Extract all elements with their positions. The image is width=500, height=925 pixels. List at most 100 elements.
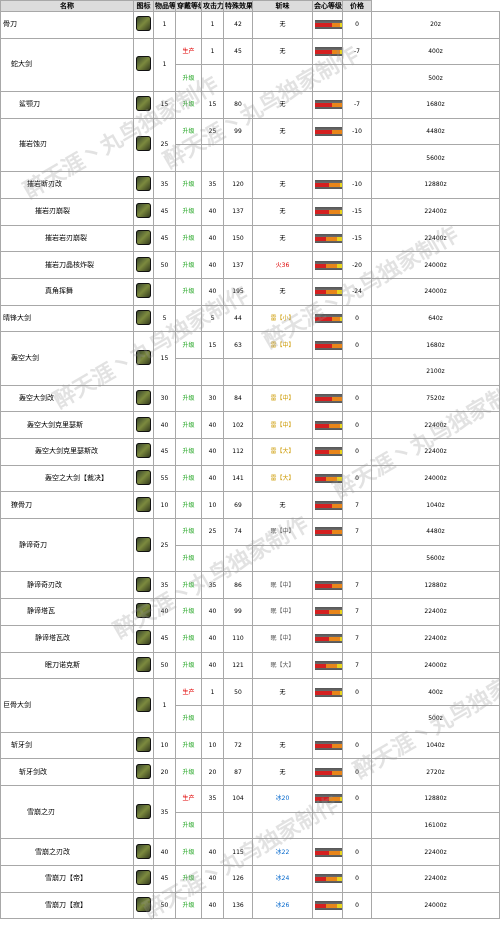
weapon-name[interactable]: 晴锋大剑 — [3, 313, 31, 322]
sharpness-segment — [326, 904, 338, 909]
weapon-name[interactable]: 静谛奇刃改 — [27, 580, 62, 589]
weapon-name[interactable]: 骨刀 — [3, 20, 17, 29]
craft-type-cell: 升级 — [175, 464, 202, 493]
craft-type-cell: 升级 — [175, 117, 202, 146]
table-row: 雪崩之刃改 40 升级 40 115 冰22 0 22400z — [0, 838, 500, 866]
header-row: 名称图标物品等级穿戴等级攻击力特殊效果斩味会心等级价格 — [0, 0, 500, 12]
sharpness-gauge — [315, 180, 342, 190]
affinity-cell — [342, 357, 372, 386]
sharpness-cell — [312, 277, 343, 306]
sharpness-segment — [331, 770, 342, 775]
price-cell: 2100z — [371, 357, 500, 386]
price-cell: 500z — [371, 64, 500, 93]
weapon-name[interactable]: 轰空大剑改 — [19, 393, 54, 402]
special-effect-cell: 雷【大】 — [252, 464, 313, 493]
sharpness-segment — [315, 316, 332, 321]
sharpness-gauge — [315, 767, 342, 777]
sharpness-cell — [312, 357, 343, 386]
attack-cell: 86 — [223, 571, 253, 600]
weapon-name[interactable]: 摧岩断刃改 — [27, 180, 62, 189]
weapon-name[interactable]: 蛇大剑 — [11, 60, 32, 69]
sharpness-gauge — [315, 127, 342, 137]
attack-cell: 136 — [223, 891, 253, 920]
craft-type-cell: 升级 — [175, 411, 202, 439]
wear-level-cell: 40 — [201, 651, 224, 680]
weapon-name[interactable]: 斩牙剑 — [11, 740, 32, 749]
weapon-name[interactable]: 摧岩刃崩裂 — [35, 207, 70, 216]
sharpness-segment — [315, 583, 332, 588]
weapon-name[interactable]: 静谛塔瓦 — [27, 607, 55, 616]
weapon-name[interactable]: 轰空之大剑【裁决】 — [45, 474, 108, 483]
sharpness-cell — [312, 491, 343, 520]
attack-cell — [223, 357, 253, 386]
attack-cell: 74 — [223, 518, 253, 546]
special-effect-cell: 眠【中】 — [252, 518, 313, 546]
weapon-name[interactable]: 雪崩之刃 — [27, 807, 55, 816]
greatsword-icon — [136, 229, 151, 245]
greatsword-icon — [136, 416, 151, 432]
affinity-cell: -7 — [342, 37, 372, 66]
weapon-name[interactable]: 巨骨大剑 — [3, 700, 31, 709]
weapon-name[interactable]: 獠骨刀 — [11, 500, 32, 509]
weapon-name-cell: 獠骨刀 — [0, 491, 134, 520]
attack-cell: 72 — [223, 731, 253, 760]
weapon-name[interactable]: 鲨颚刀 — [19, 100, 40, 109]
attack-cell: 102 — [223, 411, 253, 439]
greatsword-icon — [136, 136, 151, 152]
sharpness-segment — [329, 450, 341, 455]
rarity-cell: 30 — [153, 384, 176, 413]
weapon-name-cell: 雪崩刀【帝】 — [0, 865, 134, 893]
weapon-name-cell: 眠刀诺克斯 — [0, 651, 134, 680]
wear-level-cell — [201, 144, 224, 173]
affinity-cell: 0 — [342, 891, 372, 920]
wear-level-cell — [201, 704, 224, 733]
table-row: 雪崩刀【帝】 45 升级 40 126 冰24 0 22400z — [0, 865, 500, 893]
weapon-name-cell: 摧岩蚀刃 — [0, 117, 134, 173]
weapon-name[interactable]: 静谛塔瓦改 — [35, 634, 70, 643]
weapon-name[interactable]: 轰空大剑 — [11, 353, 39, 362]
weapon-name[interactable]: 轰空大剑克里瑟斯改 — [35, 447, 98, 456]
column-header: 物品等级 — [153, 0, 176, 12]
weapon-name[interactable]: 真角挥舞 — [45, 287, 73, 296]
weapon-icon-cell — [133, 331, 154, 386]
affinity-cell — [342, 144, 372, 173]
greatsword-icon — [136, 576, 151, 592]
sharpness-segment — [326, 236, 338, 241]
special-effect-cell: 火36 — [252, 251, 313, 279]
sharpness-segment — [340, 210, 342, 215]
weapon-name[interactable]: 斩牙剑改 — [19, 767, 47, 776]
weapon-name[interactable]: 眠刀诺克斯 — [45, 660, 80, 669]
table-row: 蛇大剑 1 生产 1 45 无 -7 400z — [0, 37, 500, 93]
craft-type-cell: 升级 — [175, 91, 202, 119]
rarity-cell: 25 — [153, 518, 176, 573]
affinity-cell: 0 — [342, 304, 372, 333]
weapon-name[interactable]: 静谛奇刀 — [19, 540, 47, 549]
weapon-name[interactable]: 雪崩之刃改 — [35, 847, 70, 856]
greatsword-icon — [136, 536, 151, 552]
weapon-name-cell: 轰空之大剑【裁决】 — [0, 464, 134, 493]
weapon-name[interactable]: 摧岩刀晶核炸裂 — [45, 260, 94, 269]
weapon-name[interactable]: 轰空大剑克里瑟斯 — [27, 420, 83, 429]
table-row: 骨刀 1 1 42 无 0 20z — [0, 11, 500, 39]
weapon-name[interactable]: 摧岩岩刃崩裂 — [45, 233, 87, 242]
table-row: 巨骨大剑 1 生产 1 50 无 0 400z — [0, 678, 500, 733]
attack-cell: 50 — [223, 678, 253, 706]
weapon-name[interactable]: 雪崩刀【帝】 — [45, 874, 87, 883]
weapon-name[interactable]: 雪崩刀【寂】 — [45, 901, 87, 910]
wear-level-cell: 40 — [201, 865, 224, 893]
weapon-icon-cell — [133, 438, 154, 466]
craft-type-cell: 升级 — [175, 438, 202, 466]
weapon-name-cell: 摧岩刃崩裂 — [0, 197, 134, 226]
attack-cell: 99 — [223, 117, 253, 146]
weapon-icon-cell — [133, 678, 154, 733]
column-header: 会心等级 — [312, 0, 343, 12]
sharpness-cell — [312, 704, 343, 733]
sharpness-segment — [337, 477, 342, 482]
price-cell: 22400z — [371, 224, 500, 253]
weapon-name[interactable]: 摧岩蚀刃 — [19, 140, 47, 149]
attack-cell: 120 — [223, 171, 253, 199]
craft-type-cell: 升级 — [175, 197, 202, 226]
weapon-name-cell: 鲨颚刀 — [0, 91, 134, 119]
weapon-icon-cell — [133, 197, 154, 226]
rarity-cell: 35 — [153, 571, 176, 600]
